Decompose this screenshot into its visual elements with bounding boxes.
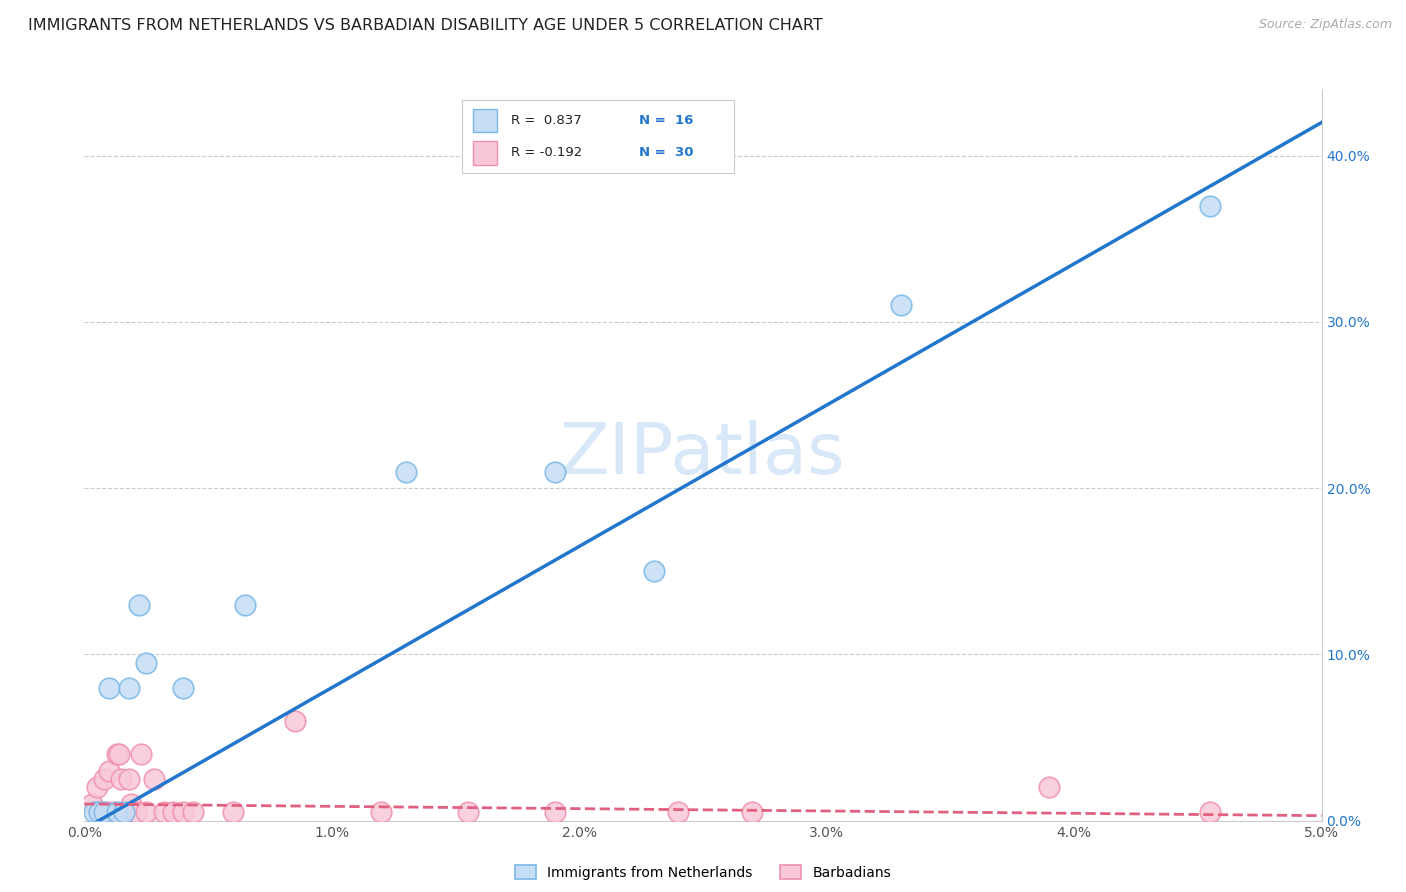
Point	[233, 598, 256, 612]
Point	[890, 298, 912, 312]
Point	[284, 714, 307, 728]
Point	[83, 805, 105, 820]
Point	[86, 780, 108, 795]
Point	[89, 805, 111, 820]
Point	[105, 747, 128, 761]
Point	[142, 772, 165, 786]
Point	[118, 681, 141, 695]
Point	[96, 805, 118, 820]
Point	[135, 656, 157, 670]
Point	[370, 805, 392, 820]
Point	[1038, 780, 1060, 795]
Point	[112, 805, 135, 820]
Legend: Immigrants from Netherlands, Barbadians: Immigrants from Netherlands, Barbadians	[515, 864, 891, 880]
Point	[162, 805, 184, 820]
Point	[98, 681, 121, 695]
Point	[222, 805, 245, 820]
Point	[741, 805, 763, 820]
Point	[395, 465, 418, 479]
Point	[125, 805, 148, 820]
Text: IMMIGRANTS FROM NETHERLANDS VS BARBADIAN DISABILITY AGE UNDER 5 CORRELATION CHAR: IMMIGRANTS FROM NETHERLANDS VS BARBADIAN…	[28, 18, 823, 33]
Point	[103, 805, 125, 820]
Point	[181, 805, 204, 820]
Point	[128, 598, 150, 612]
Point	[543, 465, 565, 479]
Point	[172, 681, 194, 695]
Point	[89, 805, 111, 820]
Point	[112, 805, 135, 820]
Text: Source: ZipAtlas.com: Source: ZipAtlas.com	[1258, 18, 1392, 31]
Point	[80, 797, 103, 811]
Point	[172, 805, 194, 820]
Point	[98, 764, 121, 778]
Point	[110, 772, 132, 786]
Point	[93, 772, 115, 786]
Point	[543, 805, 565, 820]
Point	[108, 747, 131, 761]
Point	[105, 805, 128, 820]
Point	[666, 805, 689, 820]
Point	[1199, 805, 1222, 820]
Point	[120, 797, 142, 811]
Point	[643, 564, 665, 578]
Point	[1199, 198, 1222, 212]
Point	[93, 805, 115, 820]
Point	[135, 805, 157, 820]
Text: ZIPatlas: ZIPatlas	[560, 420, 846, 490]
Point	[457, 805, 479, 820]
Point	[129, 747, 152, 761]
Point	[118, 772, 141, 786]
Point	[152, 805, 174, 820]
